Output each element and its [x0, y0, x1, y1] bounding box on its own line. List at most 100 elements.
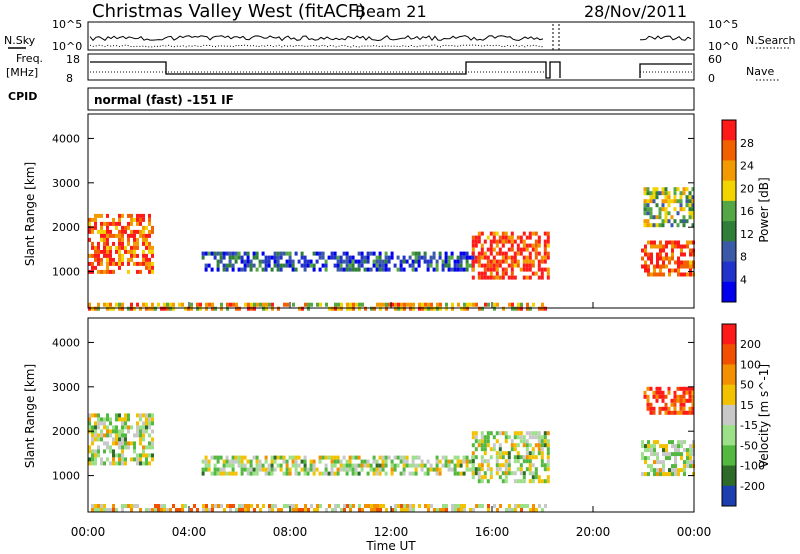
- power-cell: [495, 275, 499, 280]
- velocity-cell: [668, 456, 671, 461]
- power-cell: [121, 261, 124, 266]
- power-cell: [130, 257, 133, 262]
- velocity-cell: [121, 449, 124, 454]
- velocity-cell: [646, 406, 650, 411]
- power-cell: [426, 259, 430, 264]
- power-cell: [501, 235, 505, 240]
- power-cell: [441, 267, 445, 272]
- x-axis-ticks: 00:00 04:00 08:00 12:00 16:00 20:00 00:00: [71, 302, 711, 539]
- power-cell: [378, 259, 382, 264]
- power-cell: [483, 255, 487, 260]
- power-cell: [453, 267, 457, 272]
- velocity-cell: [658, 394, 662, 399]
- velocity-cell: [507, 467, 511, 472]
- power-cell: [115, 245, 118, 250]
- velocity-cell: [653, 468, 656, 473]
- velocity-cell: [124, 425, 127, 430]
- velocity-cell: [228, 463, 232, 468]
- velocity-cell: [136, 421, 139, 426]
- power-cell: [441, 263, 445, 268]
- velocity-cell: [202, 508, 205, 512]
- velocity-colorbar-tick: 15: [740, 399, 754, 412]
- power-cell: [136, 213, 139, 218]
- cpid-label: CPID: [8, 90, 37, 103]
- velocity-cell: [433, 508, 436, 512]
- power-cell: [477, 271, 481, 276]
- velocity-cell: [540, 447, 544, 452]
- velocity-cell: [680, 468, 683, 473]
- velocity-cell: [649, 386, 653, 391]
- nsky-tick-low: 10^0: [52, 40, 82, 53]
- power-cell: [237, 267, 241, 272]
- velocity-cell: [531, 447, 535, 452]
- power-cell: [387, 267, 391, 272]
- velocity-cell: [504, 479, 508, 484]
- velocity-cell: [652, 406, 656, 411]
- velocity-cell: [318, 455, 322, 460]
- velocity-cell: [546, 439, 550, 444]
- velocity-cell: [106, 425, 109, 430]
- power-cell: [127, 233, 130, 238]
- velocity-cell: [496, 508, 499, 512]
- velocity-cell: [121, 441, 124, 446]
- velocity-cell: [115, 429, 118, 434]
- power-cell: [468, 255, 472, 260]
- power-cell: [148, 217, 151, 222]
- velocity-cell: [100, 437, 103, 442]
- power-cell: [139, 229, 142, 234]
- velocity-cell: [345, 471, 349, 476]
- velocity-cell: [529, 508, 532, 512]
- power-cell: [385, 306, 388, 311]
- velocity-cell: [247, 504, 250, 508]
- velocity-cell: [688, 394, 692, 399]
- power-cell: [276, 267, 280, 272]
- power-cell: [665, 244, 668, 249]
- power-cell: [520, 306, 523, 311]
- power-cell: [492, 231, 496, 236]
- power-cell: [345, 263, 349, 268]
- power-cell: [489, 275, 493, 280]
- velocity-cell: [124, 441, 127, 446]
- power-cell: [210, 267, 214, 272]
- velocity-cell: [414, 471, 418, 476]
- power-cell: [240, 267, 244, 272]
- velocity-cell: [676, 398, 680, 403]
- power-cell: [652, 187, 656, 192]
- velocity-cell: [454, 508, 457, 512]
- power-cell: [668, 268, 671, 273]
- power-cell: [658, 215, 662, 220]
- power-cell: [382, 302, 385, 307]
- velocity-cell: [145, 453, 148, 458]
- velocity-cell: [333, 455, 337, 460]
- velocity-cell: [426, 467, 430, 472]
- power-cell: [381, 259, 385, 264]
- x-tick-label: 20:00: [576, 525, 611, 539]
- power-cell: [121, 253, 124, 258]
- velocity-cell: [435, 467, 439, 472]
- velocity-cell: [148, 421, 151, 426]
- velocity-colorbar-swatch: [722, 445, 736, 467]
- velocity-cell: [498, 475, 502, 480]
- power-colorbar-swatch: [722, 140, 736, 161]
- velocity-cell: [691, 398, 695, 403]
- velocity-cell: [480, 431, 484, 436]
- velocity-cell: [345, 459, 349, 464]
- velocity-cell: [641, 472, 644, 477]
- velocity-cell: [231, 455, 235, 460]
- velocity-cell: [339, 463, 343, 468]
- velocity-cell: [220, 504, 223, 508]
- power-cell: [517, 302, 520, 307]
- velocity-cell: [222, 471, 226, 476]
- velocity-cell: [451, 508, 454, 512]
- velocity-cell: [393, 467, 397, 472]
- power-cell: [231, 251, 235, 256]
- velocity-cell: [142, 445, 145, 450]
- power-cell: [151, 302, 154, 307]
- power-cell: [531, 271, 535, 276]
- power-cell: [471, 247, 475, 252]
- power-cell: [484, 302, 487, 307]
- velocity-cell: [145, 508, 148, 512]
- power-cell: [360, 251, 364, 256]
- x-tick-label: 16:00: [475, 525, 510, 539]
- power-cell: [668, 260, 671, 265]
